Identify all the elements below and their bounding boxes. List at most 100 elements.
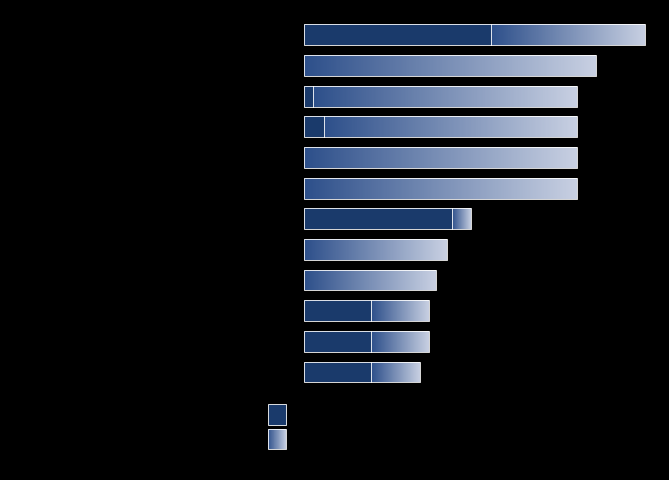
Bar: [361, 86, 363, 108]
Bar: [385, 86, 386, 108]
Bar: [496, 117, 498, 138]
Bar: [472, 56, 474, 77]
Bar: [541, 86, 542, 108]
Bar: [353, 86, 354, 108]
Bar: [575, 56, 576, 77]
Bar: [353, 117, 354, 138]
Bar: [387, 117, 388, 138]
Bar: [528, 148, 529, 168]
Bar: [423, 86, 424, 108]
Bar: [435, 56, 436, 77]
Bar: [486, 86, 487, 108]
Bar: [379, 56, 380, 77]
Bar: [470, 86, 472, 108]
Bar: [383, 117, 385, 138]
Bar: [473, 178, 474, 199]
Bar: [400, 148, 401, 168]
Bar: [371, 148, 373, 168]
Bar: [482, 86, 483, 108]
Bar: [399, 148, 400, 168]
Bar: [330, 86, 332, 108]
Bar: [350, 178, 351, 199]
Bar: [500, 86, 501, 108]
Bar: [407, 178, 408, 199]
Bar: [342, 178, 343, 199]
Bar: [375, 178, 376, 199]
Bar: [351, 178, 352, 199]
Bar: [561, 86, 562, 108]
Bar: [407, 56, 409, 77]
Bar: [445, 117, 446, 138]
Bar: [538, 56, 539, 77]
Bar: [412, 56, 413, 77]
Bar: [518, 178, 520, 199]
Bar: [398, 56, 399, 77]
Bar: [385, 56, 386, 77]
Bar: [530, 178, 531, 199]
Bar: [447, 148, 448, 168]
Bar: [553, 86, 554, 108]
Bar: [498, 117, 499, 138]
Bar: [475, 117, 476, 138]
Bar: [395, 148, 396, 168]
Bar: [474, 117, 475, 138]
Bar: [368, 86, 369, 108]
Bar: [465, 148, 466, 168]
Bar: [388, 148, 389, 168]
Bar: [326, 117, 327, 138]
Bar: [324, 86, 326, 108]
Bar: [410, 117, 411, 138]
Bar: [494, 117, 495, 138]
Bar: [314, 56, 315, 77]
Bar: [363, 148, 365, 168]
Bar: [526, 56, 527, 77]
Bar: [440, 178, 441, 199]
Bar: [544, 178, 545, 199]
Bar: [407, 86, 408, 108]
Bar: [551, 117, 553, 138]
Bar: [568, 86, 569, 108]
Bar: [447, 178, 448, 199]
Bar: [389, 56, 390, 77]
Bar: [431, 56, 432, 77]
Bar: [447, 86, 448, 108]
Bar: [502, 86, 503, 108]
Bar: [433, 86, 434, 108]
Bar: [517, 86, 518, 108]
Bar: [537, 178, 538, 199]
Bar: [432, 178, 434, 199]
Bar: [517, 56, 518, 77]
Bar: [345, 117, 346, 138]
Bar: [450, 117, 451, 138]
Bar: [322, 86, 323, 108]
Bar: [324, 148, 325, 168]
Bar: [529, 56, 530, 77]
Bar: [546, 148, 547, 168]
Bar: [554, 117, 555, 138]
Bar: [327, 86, 328, 108]
Bar: [340, 117, 341, 138]
Bar: [408, 178, 409, 199]
Bar: [403, 56, 405, 77]
Bar: [543, 56, 544, 77]
Bar: [337, 56, 339, 77]
Bar: [378, 117, 379, 138]
Bar: [474, 86, 475, 108]
Bar: [324, 178, 325, 199]
Bar: [401, 117, 402, 138]
Bar: [504, 86, 506, 108]
Bar: [396, 117, 397, 138]
Bar: [407, 117, 408, 138]
Bar: [530, 148, 531, 168]
Bar: [346, 86, 347, 108]
Bar: [452, 178, 454, 199]
Bar: [304, 270, 436, 291]
Bar: [431, 178, 432, 199]
Bar: [327, 117, 328, 138]
Bar: [381, 178, 383, 199]
Bar: [468, 117, 469, 138]
Bar: [483, 117, 484, 138]
Bar: [499, 56, 500, 77]
Bar: [549, 117, 550, 138]
Bar: [320, 178, 322, 199]
